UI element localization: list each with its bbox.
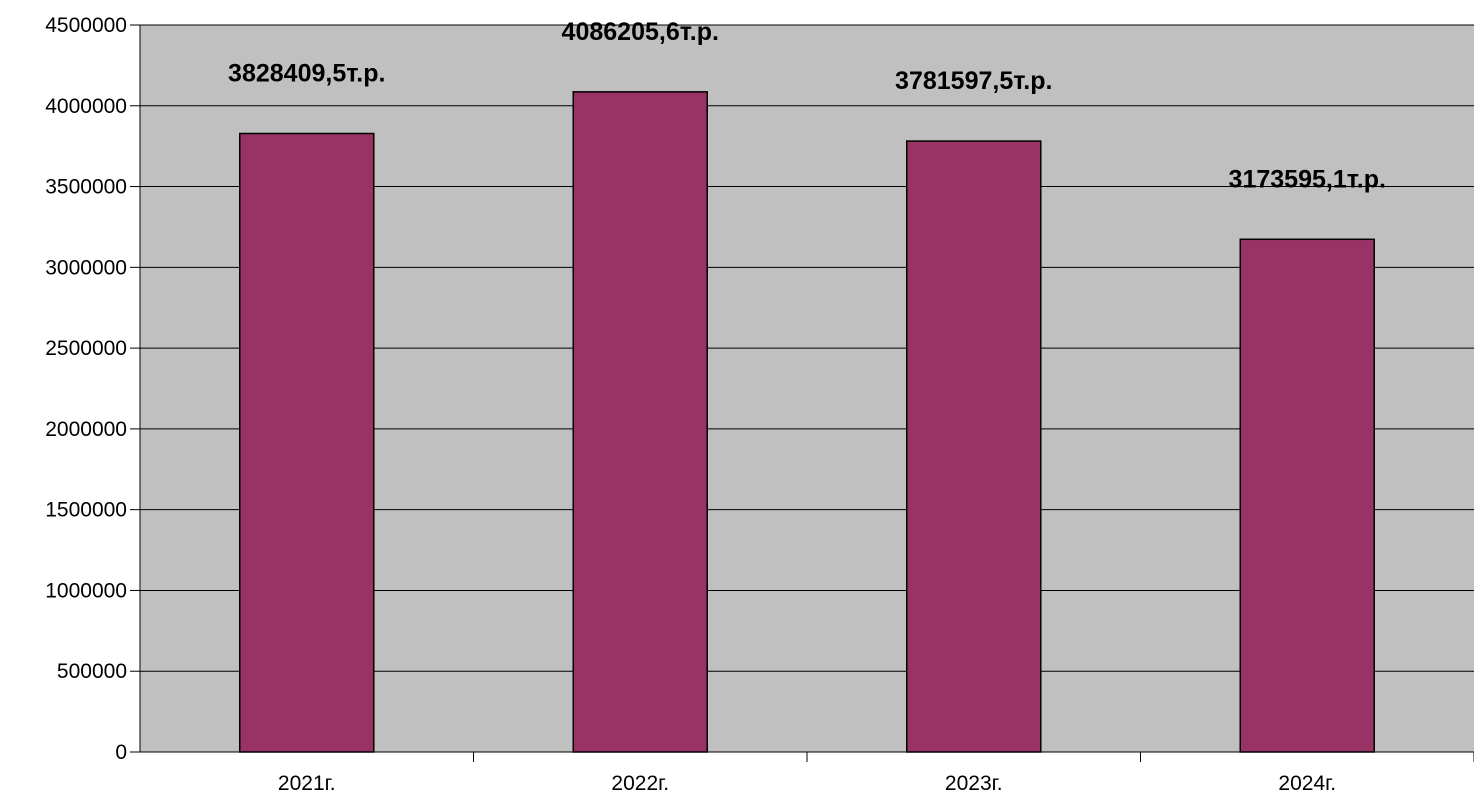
bar	[572, 91, 708, 753]
y-tick-label: 4000000	[45, 95, 127, 118]
bar	[1239, 238, 1375, 753]
y-tick-label: 4500000	[45, 14, 127, 37]
x-axis-labels: 2021г. 2022г. 2023г. 2024г.	[278, 752, 1474, 795]
x-category-label: 2022г.	[611, 772, 669, 795]
y-axis-ticks: 0 500000 1000000 1500000 2000000 2500000 30000…	[45, 14, 140, 764]
bar-data-label: 3781597,5т.р.	[895, 67, 1052, 95]
bar	[239, 132, 375, 753]
y-tick-label: 1000000	[45, 579, 127, 602]
bar	[906, 140, 1042, 753]
y-tick-label: 3500000	[45, 176, 127, 199]
bar-data-label: 3828409,5т.р.	[228, 59, 385, 87]
y-tick-label: 2000000	[45, 418, 127, 441]
y-tick-label: 0	[115, 741, 127, 764]
bar-data-label: 3173595,1т.р.	[1229, 165, 1386, 193]
x-category-label: 2021г.	[278, 772, 336, 795]
data-labels: 3828409,5т.р. 4086205,6т.р. 3781597,5т.р. 3…	[228, 18, 1386, 193]
bars	[239, 91, 1375, 753]
y-tick-label: 1500000	[45, 499, 127, 522]
x-category-label: 2024г.	[1278, 772, 1336, 795]
bar-data-label: 4086205,6т.р.	[562, 18, 719, 46]
y-tick-label: 3000000	[45, 256, 127, 279]
x-category-label: 2023г.	[945, 772, 1003, 795]
y-tick-label: 2500000	[45, 337, 127, 360]
y-tick-label: 500000	[57, 660, 127, 683]
